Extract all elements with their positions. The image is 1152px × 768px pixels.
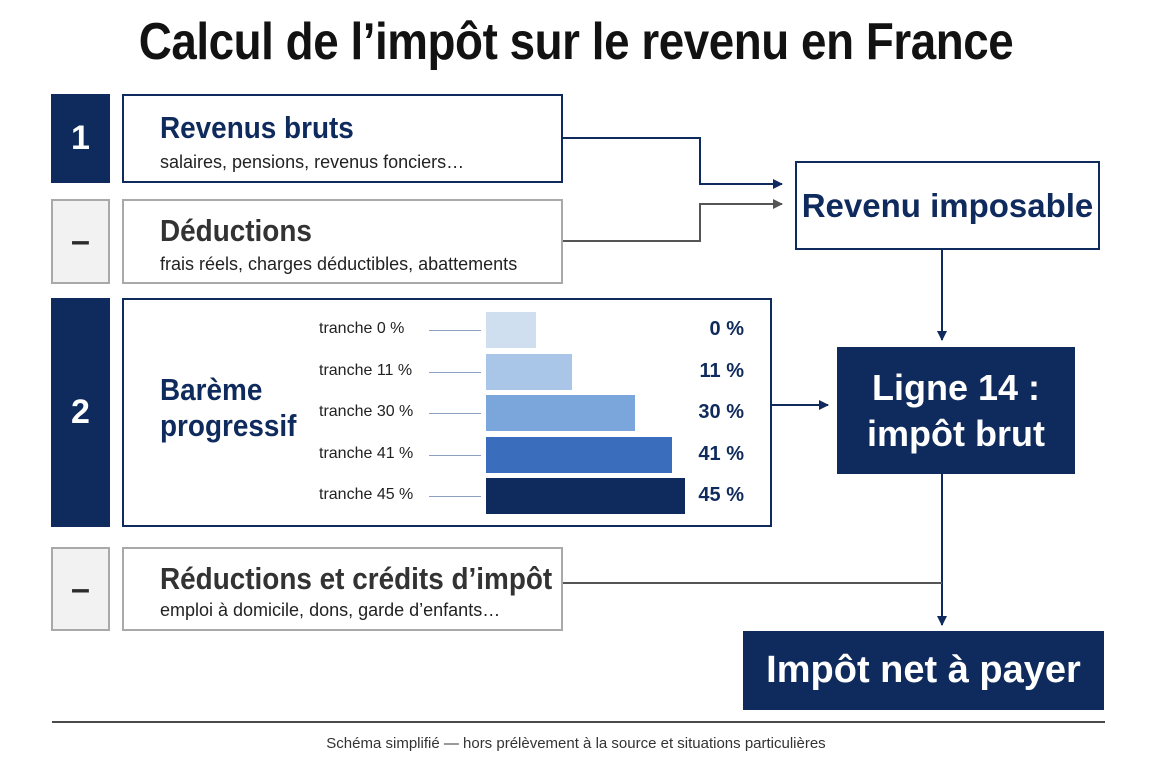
- step-1-badge: 1: [51, 94, 110, 183]
- revenu-imposable-box: Revenu imposable: [795, 161, 1100, 250]
- tranche-bar: [486, 436, 672, 473]
- tranche-label: tranche 11 %: [319, 361, 413, 379]
- tranche-rate-value: 11 %: [699, 359, 744, 382]
- deductions-box: Déductions frais réels, charges déductib…: [122, 199, 563, 284]
- revenus-bruts-box: Revenus bruts salaires, pensions, revenu…: [122, 94, 563, 183]
- reductions-title: Réductions et crédits d’impôt: [160, 561, 553, 596]
- ligne-14-box: Ligne 14 : impôt brut: [837, 347, 1075, 474]
- tranche-rate-value: 41 %: [698, 442, 744, 465]
- bareme-box: Barème progressif tranche 0 % 0 % tranche …: [122, 298, 772, 527]
- bareme-title: Barème progressif: [160, 372, 296, 444]
- tranche-label: tranche 45 %: [319, 486, 414, 503]
- tranche-leader-line: [429, 413, 481, 414]
- tranche-label: tranche 0 %: [319, 320, 405, 337]
- reductions-box: Réductions et crédits d’impôt emploi à d…: [122, 547, 563, 631]
- bareme-title-line2: progressif: [160, 408, 297, 443]
- tranche-bar: [486, 312, 536, 348]
- ligne-14-line1: Ligne 14 :: [871, 366, 1041, 408]
- revenus-bruts-title: Revenus bruts: [160, 110, 354, 145]
- tranche-leader-line: [429, 371, 481, 373]
- tranche-label: tranche 30 %: [319, 403, 414, 420]
- tranche-bar: [486, 353, 573, 390]
- tranche-bar: [486, 478, 685, 514]
- deductions-subtitle: frais réels, charges déductibles, abatte…: [160, 254, 518, 274]
- tranche-leader-line: [429, 496, 481, 497]
- revenus-bruts-subtitle: salaires, pensions, revenus fonciers…: [160, 152, 465, 172]
- minus-badge-deductions: –: [51, 199, 110, 284]
- tranche-rate-value: 30 %: [698, 401, 744, 423]
- reductions-subtitle: emploi à domicile, dons, garde d’enfants…: [160, 600, 501, 620]
- tranche-bar: [486, 395, 636, 431]
- footer-divider: [52, 721, 1105, 723]
- deductions-title: Déductions: [160, 213, 312, 248]
- tranche-leader-line: [429, 454, 481, 456]
- ligne-14-line2: impôt brut: [867, 412, 1045, 454]
- minus-badge-reductions: –: [51, 547, 110, 631]
- step-2-badge: 2: [51, 298, 110, 527]
- tranche-label: tranche 41 %: [319, 444, 414, 462]
- footer-note: Schéma simplifié — hors prélèvement à la…: [326, 735, 826, 752]
- tranche-rate-value: 0 %: [709, 318, 744, 340]
- bareme-title-line1: Barème: [160, 372, 263, 407]
- tranche-rate-value: 45 %: [698, 484, 744, 506]
- tranche-leader-line: [429, 330, 481, 331]
- arrow-revenus-to-imposable: [563, 137, 783, 189]
- impot-net-box: Impôt net à payer: [743, 631, 1104, 710]
- arrow-deductions-to-imposable: [563, 199, 783, 242]
- page-title: Calcul de l’impôt sur le revenu en Franc…: [138, 13, 1014, 71]
